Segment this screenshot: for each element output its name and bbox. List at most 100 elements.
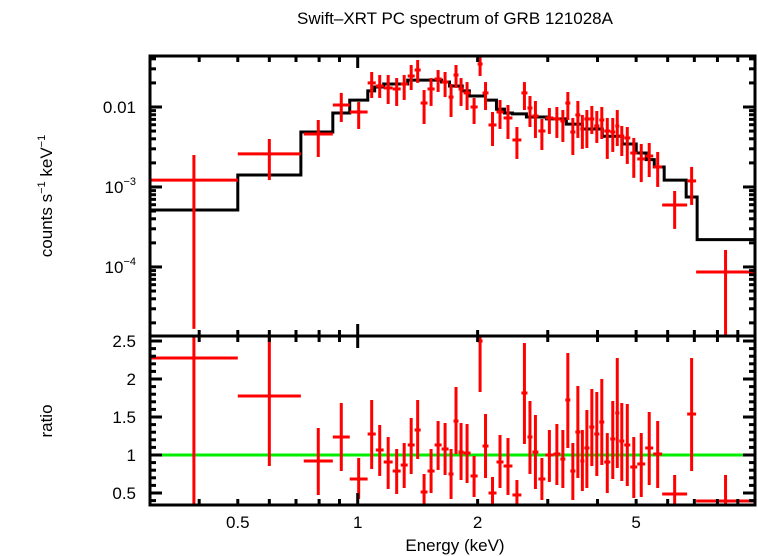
ratio-point [150, 336, 238, 505]
ratio-point [303, 428, 333, 495]
data-point [453, 64, 459, 88]
data-point [150, 155, 238, 329]
data-point [645, 142, 654, 178]
data-point [594, 110, 600, 143]
ratio-point [599, 379, 605, 466]
ratio-point [434, 421, 442, 470]
data-point [463, 82, 471, 110]
data-point [630, 137, 638, 178]
data-point [538, 118, 546, 150]
data-point [434, 70, 442, 92]
ratio-point [637, 433, 646, 498]
ratio-point [503, 437, 513, 495]
data-point [589, 105, 595, 134]
ratio-point [521, 342, 528, 444]
ratio-point [332, 403, 350, 472]
data-point [565, 91, 571, 120]
ratio-y-tick-label: 1.5 [112, 408, 136, 427]
data-point [624, 127, 631, 164]
data-point [332, 92, 350, 123]
ratio-point [645, 411, 654, 486]
ratio-point [463, 423, 471, 483]
data-point [687, 166, 697, 205]
ratio-point [420, 473, 428, 505]
y-axis-label-ratio: ratio [37, 404, 56, 437]
data-point [441, 71, 449, 98]
ylabel-exp1: −1 [36, 181, 48, 194]
spectrum-plot-area [150, 56, 755, 336]
ratio-point [565, 353, 571, 449]
x-tick-label: 0.5 [226, 513, 250, 532]
data-point [512, 127, 522, 159]
ratio-point [687, 358, 697, 472]
data-point [604, 117, 611, 159]
ratio-point [553, 423, 561, 486]
data-point [503, 104, 513, 139]
ratio-point [512, 479, 522, 505]
ratio-point [453, 386, 459, 455]
data-point [477, 56, 483, 77]
data-point [619, 125, 625, 156]
ylabel-text: counts s [37, 194, 56, 257]
ratio-point [448, 448, 454, 499]
data-point [580, 115, 585, 149]
data-point [553, 106, 561, 138]
data-point [367, 71, 376, 98]
data-point [237, 138, 301, 181]
data-point [560, 109, 566, 142]
ratio-point [584, 410, 590, 488]
y-tick-label: 10−4 [105, 256, 136, 277]
ratio-point [538, 457, 546, 500]
ratio-point [414, 399, 421, 460]
data-point [383, 75, 393, 104]
ratio-point [545, 429, 554, 482]
ratio-point [367, 399, 376, 469]
ratio-plot-area [150, 336, 755, 505]
ylabel-exp2: −1 [36, 135, 48, 148]
data-point [584, 109, 590, 149]
y-tick-label-exponent: −3 [123, 176, 136, 188]
ratio-point [349, 457, 368, 499]
data-point [400, 75, 408, 100]
data-point [696, 249, 755, 336]
y-axis-label-spectrum: counts s−1 keV−1 [36, 135, 56, 257]
data-point [575, 100, 581, 138]
ratio-frame [148, 334, 757, 507]
chart-title: Swift–XRT PC spectrum of GRB 121028A [297, 9, 614, 28]
ratio-point [477, 336, 483, 393]
ratio-point [580, 429, 585, 492]
y-tick-label-base: 10 [105, 178, 124, 197]
data-point [392, 78, 401, 106]
data-point [599, 106, 605, 139]
data-point [527, 95, 533, 128]
ratio-y-tick-label: 0.5 [112, 484, 136, 503]
ratio-y-tick-label: 2.5 [112, 332, 136, 351]
data-point [521, 82, 528, 110]
data-point [545, 107, 554, 134]
ratio-point [482, 414, 489, 479]
data-point [662, 190, 688, 229]
ratio-point [441, 423, 449, 475]
ratio-point [696, 474, 755, 505]
ratio-point [615, 358, 620, 468]
y-tick-label-exponent: −4 [123, 256, 136, 268]
data-point [488, 111, 497, 147]
ratio-point [594, 392, 600, 476]
ratio-point [458, 423, 464, 480]
data-point [482, 82, 489, 110]
ratio-point [527, 400, 533, 474]
ratio-point [392, 448, 401, 494]
ratio-point [653, 421, 663, 488]
data-point [570, 117, 576, 156]
data-point [610, 117, 616, 152]
ratio-point [532, 415, 539, 489]
ratio-point [400, 442, 408, 488]
ratio-point [575, 386, 581, 479]
data-point [375, 75, 384, 98]
data-point [303, 119, 333, 157]
data-point [407, 64, 415, 91]
data-point [414, 59, 421, 83]
data-point [349, 101, 368, 129]
